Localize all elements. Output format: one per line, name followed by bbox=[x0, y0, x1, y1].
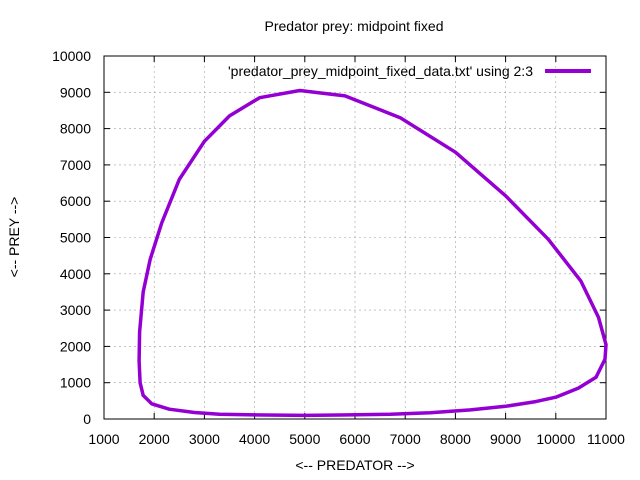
x-tick-label: 8000 bbox=[440, 431, 471, 447]
x-tick-label: 7000 bbox=[390, 431, 421, 447]
chart-title: Predator prey: midpoint fixed bbox=[265, 18, 444, 34]
y-tick-label: 4000 bbox=[60, 266, 91, 282]
legend-label: 'predator_prey_midpoint_fixed_data.txt' … bbox=[228, 63, 533, 79]
legend: 'predator_prey_midpoint_fixed_data.txt' … bbox=[228, 63, 591, 79]
x-tick-label: 2000 bbox=[139, 431, 170, 447]
y-tick-label: 5000 bbox=[60, 230, 91, 246]
x-tick-label: 3000 bbox=[189, 431, 220, 447]
y-tick-label: 0 bbox=[83, 411, 91, 427]
x-tick-label: 1000 bbox=[88, 431, 119, 447]
x-tick-label: 9000 bbox=[490, 431, 521, 447]
y-tick-label: 6000 bbox=[60, 193, 91, 209]
y-tick-label: 2000 bbox=[60, 338, 91, 354]
series-line bbox=[137, 88, 608, 418]
y-tick-label: 3000 bbox=[60, 302, 91, 318]
y-tick-label: 9000 bbox=[60, 84, 91, 100]
y-tick-label: 8000 bbox=[60, 121, 91, 137]
y-tick-label: 10000 bbox=[52, 48, 91, 64]
x-tick-label: 10000 bbox=[536, 431, 575, 447]
x-tick-label: 5000 bbox=[289, 431, 320, 447]
y-tick-label: 1000 bbox=[60, 375, 91, 391]
series-group bbox=[137, 88, 608, 418]
y-axis-label: <-- PREY --> bbox=[6, 197, 22, 278]
x-tick-label: 6000 bbox=[339, 431, 370, 447]
x-tick-label: 4000 bbox=[239, 431, 270, 447]
x-tick-label: 11000 bbox=[587, 431, 625, 447]
x-axis-label: <-- PREDATOR --> bbox=[295, 457, 414, 473]
grid bbox=[104, 56, 606, 419]
axis-ticks: 1000 2000 3000 4000 5000 6000 7000 8000 9000 1000… bbox=[52, 48, 625, 447]
y-tick-label: 7000 bbox=[60, 157, 91, 173]
